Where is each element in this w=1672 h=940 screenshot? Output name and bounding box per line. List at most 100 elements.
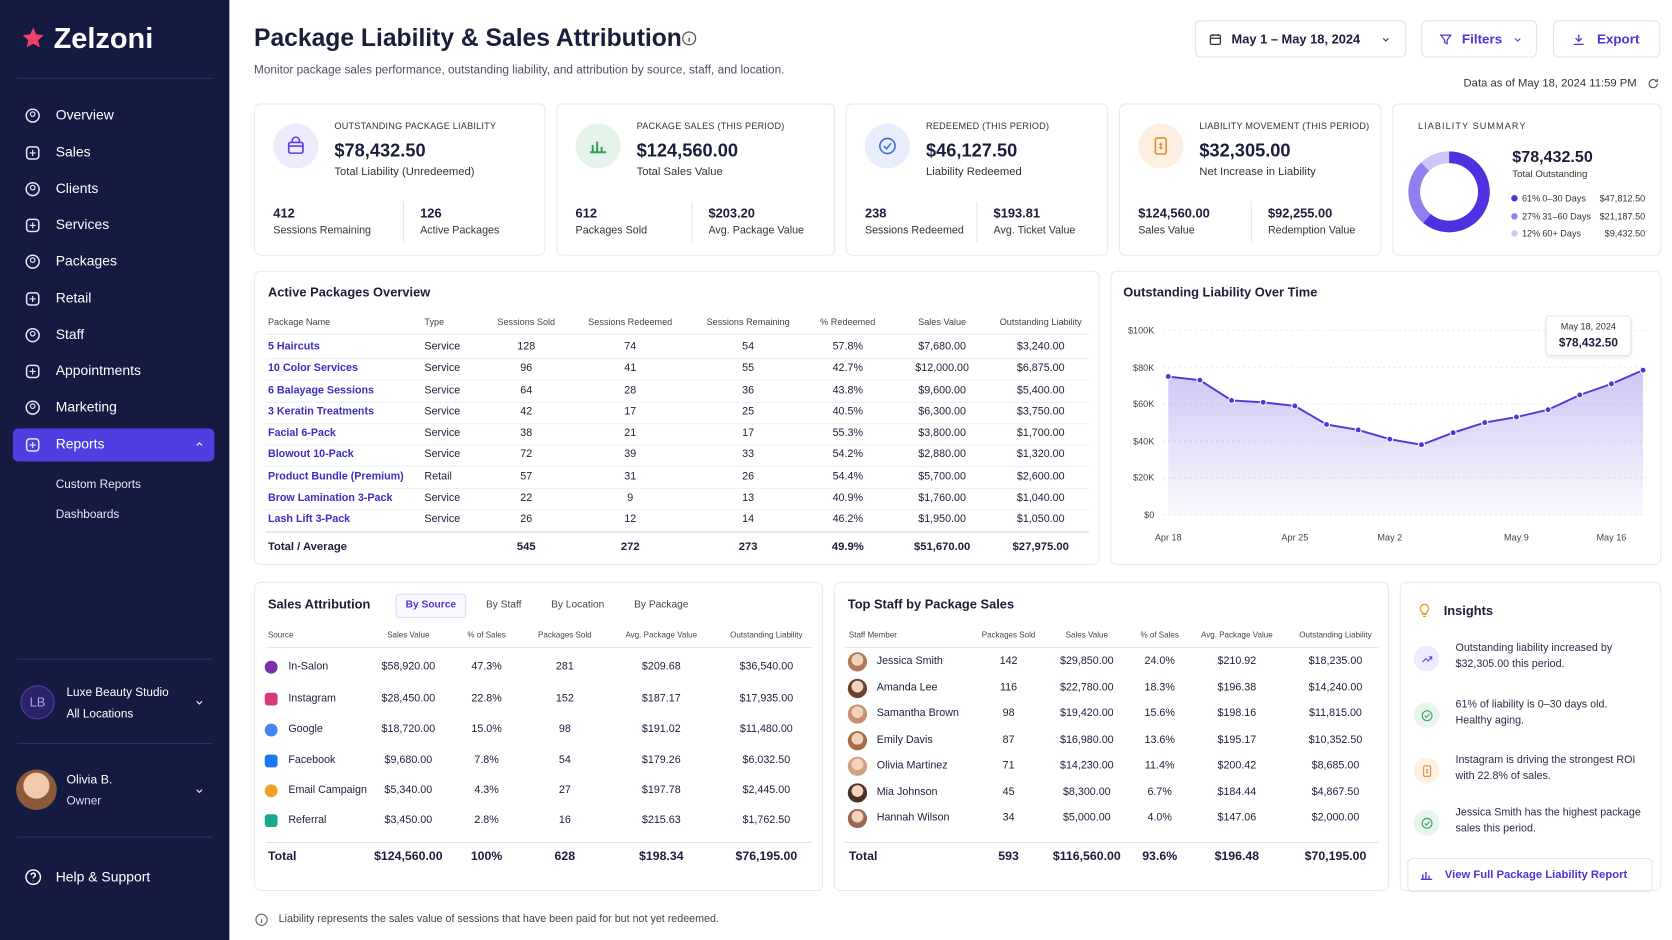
cell: 54.4% [832,470,863,483]
summary-total: $78,432.50 [1512,148,1593,167]
date-range-button[interactable] [1195,20,1407,58]
row-label[interactable]: Blowout 10-Pack [267,448,354,461]
cell: 142 [999,655,1018,668]
cell: 22 [520,492,533,504]
export-button[interactable] [1553,20,1661,58]
source-icon [264,784,278,798]
report-link[interactable] [1407,857,1653,893]
cell: 14 [742,513,755,526]
cell: Service [424,448,461,461]
staff-avatar [847,756,868,776]
x-tick-label: May 2 [1377,531,1403,543]
cell: 87 [1002,733,1015,746]
tooltip [1545,315,1632,356]
nav-item[interactable] [13,428,214,461]
nav-item[interactable] [13,136,214,169]
total-cell: 100% [470,850,503,864]
studio-initials: LB [29,694,46,710]
column-header: Sales Value [387,629,430,640]
row-label[interactable]: Lash Lift 3-Pack [267,513,351,526]
donut-segment [1408,162,1431,224]
row-label[interactable]: Facial 6-Pack [267,427,336,440]
chart-title: Outstanding Liability Over Time [1123,284,1318,300]
cell: $198.16 [1217,707,1257,720]
cell: $196.38 [1217,681,1257,694]
row-label[interactable]: 6 Balayage Sessions [267,384,375,396]
nav-icon [24,181,40,196]
header-divider [844,646,1379,649]
nav-item[interactable] [13,209,214,242]
cell: $8,685.00 [1311,759,1360,772]
row-label[interactable]: Brow Lamination 3-Pack [267,492,393,504]
panel-title: Top Staff by Package Sales [847,596,1015,612]
cell: 18.3% [1144,681,1175,694]
logo-mark [22,27,44,48]
cell: 13 [742,492,755,504]
studio-chevron[interactable] [193,696,206,709]
legend-pct: 61% [1521,192,1541,204]
kpi-stat-value: 412 [273,205,295,221]
divider [17,658,213,660]
cell: $28,450.00 [381,692,436,705]
cell: 33 [742,448,755,461]
column-header: Sessions Remaining [706,316,790,328]
cell: 71 [1002,759,1015,772]
source-icon [264,723,278,737]
cell: 4.3% [474,784,499,797]
legend-pct: 12% [1521,228,1541,239]
cell: 11.4% [1144,759,1175,772]
kpi-value: $46,127.50 [926,140,1018,161]
cell: $1,950.00 [918,513,966,526]
header-divider [265,333,1089,335]
cell: $184.44 [1217,786,1257,798]
row-label[interactable]: 10 Color Services [267,362,358,375]
cell: $209.68 [641,660,681,673]
nav-chevron [196,442,203,446]
row-label[interactable]: 3 Keratin Treatments [267,405,374,418]
cell: $58,920.00 [381,660,436,673]
refresh-icon[interactable] [1646,76,1660,90]
kpi-icon [590,141,607,154]
cell: $19,420.00 [1059,707,1114,720]
nav-icon [24,327,40,342]
cell: Service [424,362,461,375]
tooltip-date: May 18, 2024 [1560,320,1617,332]
nav-icon [25,364,39,378]
divider [976,201,978,242]
packages-panel [254,270,1100,565]
kpi-stat-value: $193.81 [993,205,1041,221]
user-chevron[interactable] [193,784,206,797]
tab-label: By Source [405,598,457,611]
y-tick-label: $100K [1127,325,1155,336]
y-tick-label: $40K [1133,435,1155,447]
nav-item[interactable] [13,282,214,315]
export-icon [1573,34,1584,46]
cell: $14,230.00 [1059,759,1114,772]
cell: $14,240.00 [1308,681,1363,694]
filters-button[interactable] [1421,20,1537,58]
row-label[interactable]: 5 Haircuts [267,341,320,353]
cell: 27 [558,784,571,797]
row-label[interactable]: Product Bundle (Premium) [267,470,404,483]
nav-item[interactable] [13,319,214,352]
staff-avatar [847,652,868,672]
summary-total-label: Total Outstanding [1512,168,1588,180]
cell: 46.2% [832,513,863,526]
help-link[interactable]: Help & Support [55,868,151,885]
cell: 55.3% [832,427,863,440]
nav-item[interactable] [13,173,214,206]
divider [402,201,405,242]
cell: $18,720.00 [381,723,436,736]
cell: Service [424,513,461,526]
divider [691,201,693,242]
cell: $2,000.00 [1311,812,1360,824]
cell: 281 [555,660,574,673]
cell: $1,320.00 [1016,448,1065,461]
cell: 2.8% [474,814,499,826]
donut-segment [1423,151,1490,233]
total-cell: 93.6% [1142,850,1178,864]
cell: $1,762.50 [742,814,791,826]
nav-icon [24,253,40,269]
column-header: Sales Value [1065,629,1108,640]
cell: $9,600.00 [918,384,966,396]
